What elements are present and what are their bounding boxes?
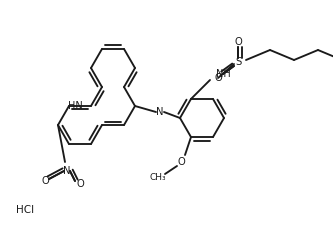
Text: HN: HN [68,101,82,111]
Text: N: N [63,166,71,176]
Text: N: N [156,107,164,117]
Text: O: O [41,176,49,186]
Text: S: S [235,57,241,67]
Text: CH₃: CH₃ [150,173,166,183]
Text: O: O [177,157,185,167]
Text: NH: NH [216,69,231,79]
Text: HCl: HCl [16,205,34,215]
Text: O: O [214,73,222,83]
Text: O: O [234,37,242,47]
Text: O: O [76,179,84,189]
